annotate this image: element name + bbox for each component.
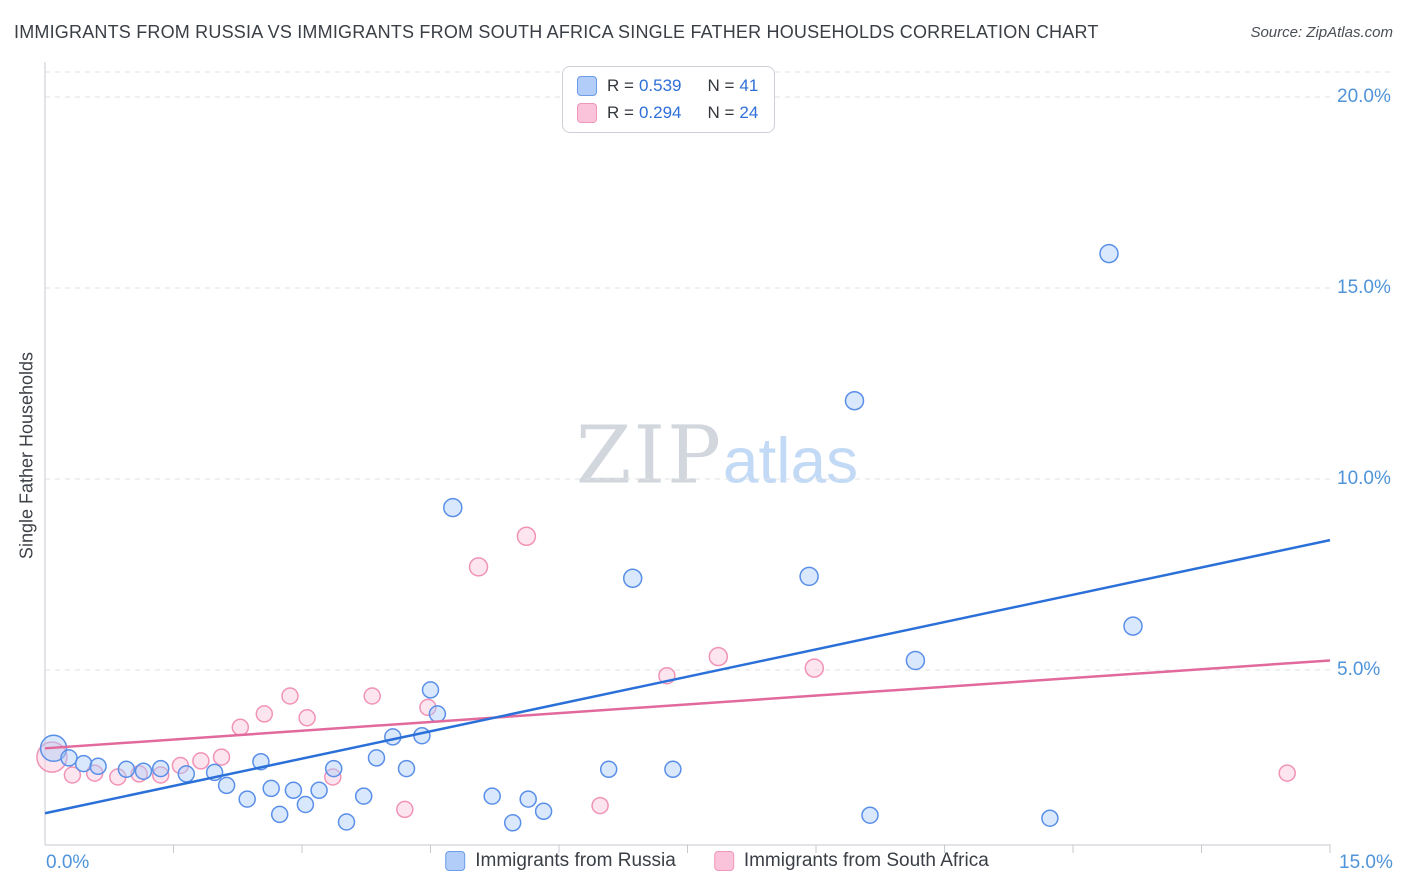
scatter-point-south-africa [36,741,68,773]
scatter-point-russia [844,390,865,411]
scatter-point-russia [324,759,343,778]
scatter-point-south-africa [212,748,231,766]
russia-swatch-icon [577,76,597,96]
scatter-point-russia [483,787,501,805]
y-tick-20: 20.0% [1337,86,1391,107]
scatter-point-south-africa [516,526,537,547]
legend-row-russia: R = 0.539 N = 41 [577,76,758,96]
trend-line-south-africa [44,659,1331,750]
x-axis-min-label: 0.0% [46,852,90,873]
scatter-point-south-africa [298,709,316,727]
scatter-point-russia [519,790,537,808]
south-africa-swatch-icon [577,103,597,123]
scatter-point-russia [296,795,315,814]
scatter-point-russia [354,787,373,805]
n-label: N = [707,103,735,122]
r-value: 0.294 [638,103,682,122]
scatter-point-russia [238,790,256,808]
n-value: 24 [739,103,759,122]
scatter-point-russia [421,681,440,699]
scatter-point-russia [503,814,522,832]
scatter-point-russia [534,802,553,821]
russia-legend-swatch-icon [445,851,466,871]
scatter-point-south-africa [468,557,489,577]
r-label: R = [607,103,634,122]
scatter-point-south-africa [804,658,825,678]
scatter-point-russia [89,757,107,776]
r-label: R = [607,76,634,95]
r-value: 0.539 [638,76,682,95]
scatter-point-russia [1123,616,1143,636]
scatter-point-russia [117,760,136,779]
scatter-point-russia [664,760,682,779]
scatter-point-south-africa [363,687,381,705]
y-tick-10: 10.0% [1337,468,1391,489]
scatter-point-russia [262,779,280,798]
scatter-point-russia [217,776,236,795]
scatter-point-russia [413,726,431,745]
scatter-point-russia [367,749,386,767]
x-axis-max-label: 15.0% [1339,852,1393,873]
scatter-point-russia [622,568,643,589]
scatter-point-russia [151,759,170,778]
y-tick-15: 15.0% [1337,277,1391,298]
scatter-point-south-africa [1278,764,1296,782]
scatter-point-south-africa [151,766,170,784]
n-value: 41 [739,76,759,95]
scatter-point-south-africa [192,752,210,770]
n-label: N = [707,76,735,95]
russia-legend-label: Immigrants from Russia [475,850,676,871]
scatter-point-south-africa [63,766,82,784]
series-legend: Immigrants from Russia Immigrants from S… [445,850,989,872]
scatter-point-russia [74,754,93,773]
scatter-point-russia [905,650,926,671]
scatter-point-russia [1041,809,1059,827]
scatter-point-russia [599,760,618,779]
scatter-point-russia [134,762,153,780]
scatter-point-south-africa [708,646,729,667]
scatter-point-south-africa [281,687,299,705]
south-africa-legend-label: Immigrants from South Africa [743,850,989,871]
y-tick-5: 5.0% [1337,659,1381,680]
trend-line-russia [44,538,1331,815]
south-africa-legend-swatch-icon [713,851,734,871]
scatter-point-south-africa [255,705,274,723]
scatter-point-russia [799,566,819,587]
scatter-point-russia [60,749,78,767]
scatter-point-russia [1099,243,1119,264]
scatter-point-south-africa [591,796,609,815]
scatter-point-south-africa [419,698,437,717]
source-credit: Source: ZipAtlas.com [1250,24,1393,41]
scatter-point-south-africa [231,718,250,737]
scatter-point-russia [443,497,463,518]
scatter-point-russia [428,705,447,723]
scatter-point-russia [310,781,328,800]
correlation-legend: R = 0.539 N = 41 R = 0.294 N = 24 [562,66,776,133]
scatter-point-south-africa [396,800,414,819]
scatter-point-russia [861,806,879,824]
scatter-point-russia [284,781,303,800]
scatter-point-russia [337,813,356,831]
chart-title: IMMIGRANTS FROM RUSSIA VS IMMIGRANTS FRO… [14,22,1099,42]
legend-row-south-africa: R = 0.294 N = 24 [577,103,758,123]
scatter-point-russia [397,759,416,778]
scatter-point-russia [270,805,289,824]
scatter-point-russia [177,765,196,783]
